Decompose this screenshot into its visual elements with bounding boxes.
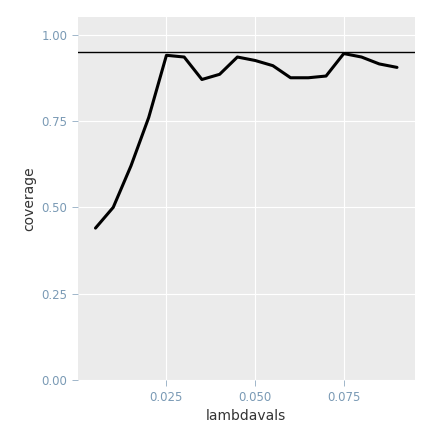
X-axis label: lambdavals: lambdavals xyxy=(206,409,286,423)
Y-axis label: coverage: coverage xyxy=(22,166,36,231)
